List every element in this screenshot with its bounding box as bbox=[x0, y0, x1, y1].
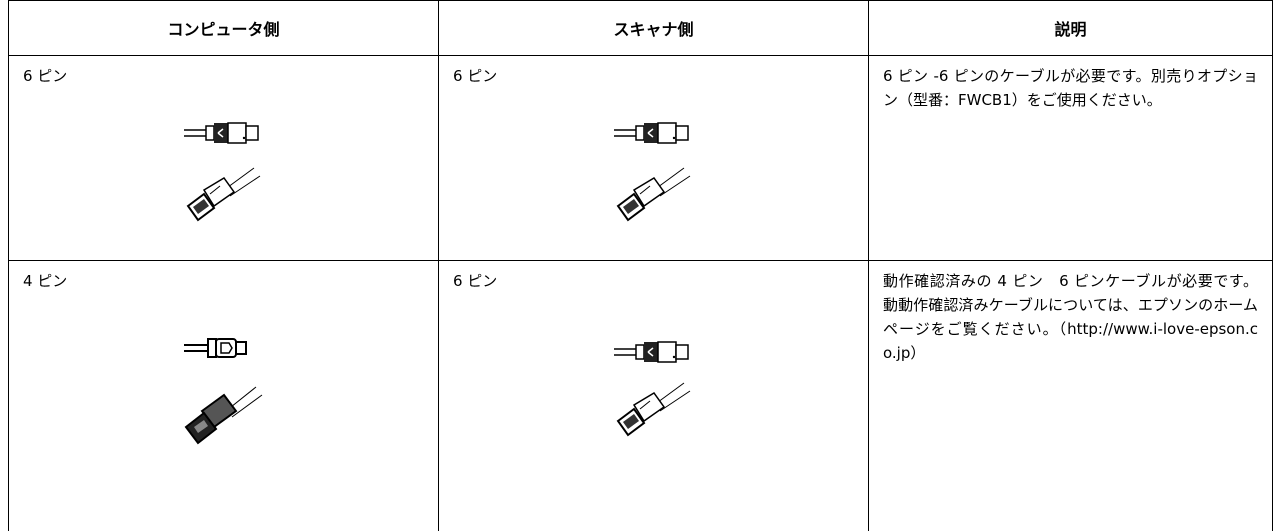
connector-side-icon bbox=[184, 337, 264, 361]
table-cell: 6 ピン bbox=[439, 261, 869, 531]
cell-text: 4 ピン bbox=[9, 261, 438, 293]
connector-side-icon bbox=[614, 122, 694, 146]
description-text: 動作確認済みの 4 ピン 6 ピンケーブルが必要です。動動作確認済みケーブルにつ… bbox=[869, 261, 1272, 365]
header-cell: コンピュータ側 bbox=[9, 1, 439, 56]
connector-plug-icon bbox=[614, 379, 694, 439]
table-row: 4 ピン 6 ピン 動作確認済みの 4 ピン 6 ピンケーブルが必要です。動動作… bbox=[9, 261, 1273, 531]
page: {"table": { "header": ["コンピュータ側", "スキャナ側… bbox=[0, 0, 1281, 515]
table-cell: 4 ピン bbox=[9, 261, 439, 531]
cell-text: 6 ピン bbox=[9, 56, 438, 88]
connector-plug-icon bbox=[184, 164, 264, 224]
description-text: 6 ピン -6 ピンのケーブルが必要です。別売りオプション（型番：FWCB1）を… bbox=[869, 56, 1272, 112]
cell-text: 6 ピン bbox=[439, 261, 868, 293]
table-row: 6 ピン 6 ピン 6 ピン -6 ピンのケーブルが必要です。別売りオプション（… bbox=[9, 56, 1273, 261]
cell-text: 6 ピン bbox=[439, 56, 868, 88]
header-cell: スキャナ側 bbox=[439, 1, 869, 56]
connector-plug-icon bbox=[184, 383, 264, 447]
connector-table: コンピュータ側 スキャナ側 説明 6 ピン 6 ピン 6 ピン -6 ピンのケー… bbox=[8, 0, 1273, 531]
table-cell: 動作確認済みの 4 ピン 6 ピンケーブルが必要です。動動作確認済みケーブルにつ… bbox=[869, 261, 1273, 531]
table-cell: 6 ピン bbox=[439, 56, 869, 261]
table-cell: 6 ピン -6 ピンのケーブルが必要です。別売りオプション（型番：FWCB1）を… bbox=[869, 56, 1273, 261]
connector-plug-icon bbox=[614, 164, 694, 224]
table-cell: 6 ピン bbox=[9, 56, 439, 261]
header-row: コンピュータ側 スキャナ側 説明 bbox=[9, 1, 1273, 56]
connector-side-icon bbox=[184, 122, 264, 146]
connector-side-icon bbox=[614, 341, 694, 365]
header-cell: 説明 bbox=[869, 1, 1273, 56]
